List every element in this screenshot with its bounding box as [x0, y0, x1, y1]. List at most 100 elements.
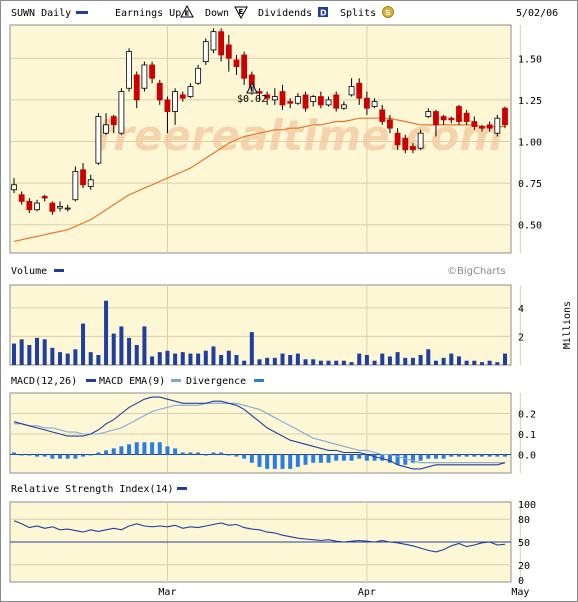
volume-bar	[257, 359, 262, 365]
candle	[110, 114, 117, 134]
divergence-bar	[395, 454, 400, 465]
volume-bar	[35, 337, 40, 365]
divergence-bar	[58, 454, 63, 459]
divergence-bar	[403, 454, 408, 465]
candle	[379, 104, 386, 125]
volume-bar	[180, 352, 185, 365]
candle	[417, 129, 424, 150]
candle-body	[110, 116, 117, 126]
candle	[179, 91, 186, 102]
divergence-bar	[27, 454, 32, 456]
volume-bar	[456, 356, 461, 365]
candle-body	[302, 94, 309, 109]
candle-body	[210, 31, 217, 51]
volume-bar	[188, 353, 193, 365]
volume-bar	[395, 352, 400, 365]
candle-body	[479, 126, 485, 129]
divergence-bar	[165, 446, 170, 455]
divergence-bar	[418, 454, 423, 461]
divergence-bar	[318, 454, 323, 463]
candle-body	[126, 51, 132, 89]
split-icon: S	[382, 6, 394, 18]
price-panel-bg	[9, 24, 512, 254]
candle	[34, 199, 40, 212]
candle	[218, 28, 225, 62]
volume-bar	[58, 352, 63, 365]
divergence-bar	[380, 454, 385, 461]
candle	[371, 98, 378, 109]
x-tick-label: May	[511, 587, 529, 598]
macd-line	[13, 396, 506, 470]
price-y-axis: 1.50 1.25 1.00 0.75 0.50	[518, 54, 542, 231]
candle	[456, 104, 462, 125]
candle-body	[241, 54, 248, 79]
price-panel: freerealtime.com E $0.02 1.501.251.000.7…	[9, 24, 542, 254]
dividend-annotation: $0.02	[237, 94, 267, 105]
volume-bar	[150, 356, 155, 365]
candle-body	[310, 96, 317, 102]
volume-bar	[142, 326, 147, 365]
split-glyph: S	[385, 9, 390, 17]
volume-bar	[464, 360, 469, 365]
macd-y-axis: 0.2 0.1 0.0	[518, 410, 536, 462]
candle-body	[417, 132, 424, 149]
earnings-up-glyph: E	[185, 10, 190, 18]
volume-bar	[503, 353, 507, 365]
rsi-y-tick: 80	[518, 515, 530, 526]
volume-bar	[96, 355, 101, 365]
volume-bar	[157, 352, 162, 365]
candle	[394, 128, 401, 150]
candle-body	[118, 91, 125, 134]
volume-bar	[104, 300, 109, 365]
candle	[448, 116, 455, 124]
divergence-bar	[372, 454, 377, 461]
volume-bar	[380, 353, 385, 365]
divergence-title: Divergence	[186, 376, 246, 387]
candle-body	[394, 132, 401, 146]
volume-bar	[226, 350, 231, 365]
x-tick-label: Mar	[158, 587, 176, 598]
candle	[87, 174, 94, 190]
candle-body	[402, 137, 409, 151]
candle-body	[456, 106, 462, 122]
candle-body	[494, 117, 501, 134]
candle	[225, 34, 232, 72]
candle	[126, 48, 132, 92]
volume-bar	[119, 326, 124, 365]
divergence-bar	[449, 454, 454, 457]
candle-body	[103, 124, 109, 134]
volume-bar	[73, 349, 78, 365]
volume-bar	[364, 355, 369, 365]
candle	[325, 96, 332, 107]
candle	[387, 114, 393, 134]
rsi-y-tick: 20	[518, 561, 530, 572]
price-y-tick: 0.75	[518, 179, 542, 190]
candle	[486, 121, 493, 132]
volume-unit: Millions	[562, 301, 573, 349]
volume-bar	[219, 355, 224, 365]
candle	[302, 91, 309, 112]
macd-y-tick: 0.1	[518, 430, 536, 441]
divergence-bar	[242, 454, 247, 459]
candle-body	[41, 196, 48, 199]
candle	[348, 78, 355, 97]
candle-body	[34, 202, 40, 211]
divergence-bar	[211, 452, 216, 455]
x-axis: Mar Apr May	[158, 587, 529, 598]
rsi-y-tick: 50	[518, 538, 530, 549]
candle-body	[195, 67, 202, 84]
earnings-down-icon: E	[234, 6, 248, 20]
volume-legend-swatch	[54, 269, 64, 272]
candle	[364, 91, 370, 115]
volume-bar	[410, 357, 415, 365]
volume-bar	[326, 360, 331, 365]
candle-body	[179, 94, 186, 99]
divergence-bar	[479, 454, 484, 457]
divergence-bar	[234, 454, 239, 457]
divergence-bar	[349, 454, 354, 461]
volume-panel: 42	[9, 284, 524, 366]
divergence-bar	[180, 452, 185, 455]
divergence-bar	[495, 454, 500, 457]
rsi-y-tick: 0	[518, 576, 524, 587]
volume-bar	[349, 362, 354, 365]
